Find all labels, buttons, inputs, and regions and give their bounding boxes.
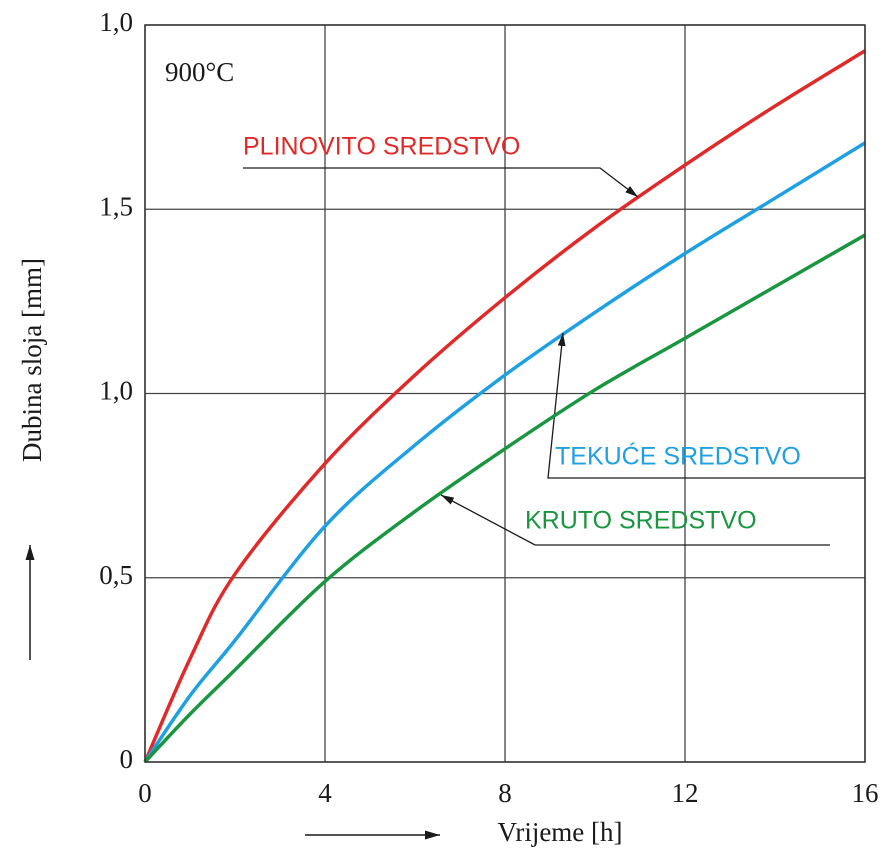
y-tick-label: 1,0 (99, 376, 133, 406)
leader-line (243, 167, 639, 198)
y-tick-label: 0,5 (99, 560, 133, 590)
series-label: KRUTO SREDSTVO (525, 507, 757, 535)
annotation: 900°C (165, 57, 234, 87)
series-line (143, 233, 866, 764)
x-axis-label: Vrijeme [h] (497, 817, 622, 847)
x-tick-label: 4 (318, 778, 332, 808)
series-label: TEKUĆE SREDSTVO (555, 442, 801, 471)
series-label: PLINOVITO SREDSTVO (243, 133, 520, 161)
x-tick-label: 0 (138, 778, 152, 808)
series-line (143, 49, 866, 763)
x-tick-label: 12 (672, 778, 699, 808)
series-line (143, 141, 866, 763)
y-axis-label: Dubina sloja [mm] (17, 258, 47, 462)
y-tick-label: 0 (120, 744, 134, 774)
x-tick-label: 8 (498, 778, 512, 808)
leader-line (440, 494, 830, 546)
x-tick-label: 16 (852, 778, 879, 808)
y-tick-label: 1,5 (99, 191, 133, 221)
y-tick-label: 1,0 (99, 7, 133, 37)
leader-line (547, 332, 865, 479)
plot-frame (144, 24, 866, 763)
